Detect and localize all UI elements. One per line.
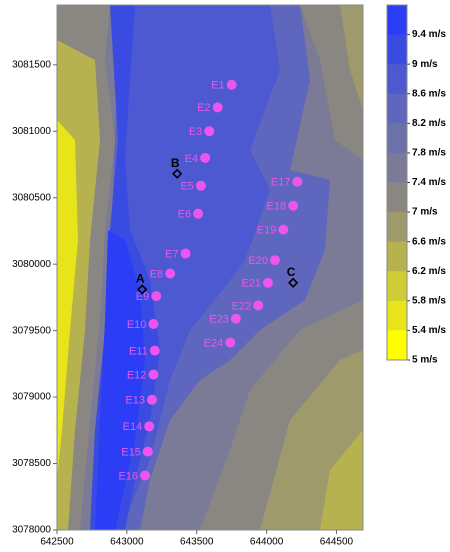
turbine-label: E21 — [241, 278, 261, 290]
turbine-label: E1 — [211, 80, 224, 92]
turbine — [144, 421, 155, 432]
colorbar-label: 8.2 m/s — [412, 118, 446, 129]
y-tick-label: 3078000 — [12, 525, 51, 536]
turbine — [230, 313, 241, 324]
colorbar-label: 5.4 m/s — [412, 325, 446, 336]
turbine — [226, 79, 237, 90]
turbine-label: E17 — [271, 177, 291, 189]
turbine-label: E20 — [248, 255, 268, 267]
y-tick-label: 3079000 — [12, 392, 51, 403]
turbine-label: E10 — [127, 319, 147, 331]
turbine-label: E18 — [267, 201, 287, 213]
turbine-label: E22 — [232, 300, 252, 312]
turbine — [180, 248, 191, 259]
turbine — [147, 394, 158, 405]
y-tick-label: 3081500 — [12, 59, 51, 70]
turbine-label: E15 — [121, 446, 141, 458]
turbine-label: E14 — [123, 421, 143, 433]
colorbar-label: 7.4 m/s — [412, 177, 446, 188]
turbine-label: E16 — [118, 470, 138, 482]
colorbar-band — [387, 271, 407, 302]
colorbar-label: 5 m/s — [412, 355, 438, 366]
turbine-label: E5 — [180, 181, 193, 193]
turbine-label: E8 — [150, 268, 163, 280]
turbine — [165, 268, 176, 279]
colorbar-band — [387, 212, 407, 243]
colorbar-band — [387, 241, 407, 272]
colorbar-label: 5.8 m/s — [412, 295, 446, 306]
colorbar-band — [387, 5, 407, 36]
colorbar-label: 8.6 m/s — [412, 88, 446, 99]
y-tick-label: 3080000 — [12, 259, 51, 270]
turbine-label: E6 — [178, 209, 191, 221]
site-marker — [172, 168, 183, 179]
turbine — [262, 277, 273, 288]
site-label: C — [287, 265, 296, 279]
turbine-label: E23 — [209, 314, 229, 326]
colorbar-band — [387, 152, 407, 183]
y-tick-label: 3078500 — [12, 458, 51, 469]
y-tick-label: 3079500 — [12, 325, 51, 336]
turbine — [142, 446, 153, 457]
site-label: B — [171, 156, 180, 170]
turbine-label: E4 — [185, 153, 198, 165]
colorbar-label: 7 m/s — [412, 207, 438, 218]
x-tick-label: 644500 — [320, 537, 354, 548]
colorbar-band — [387, 182, 407, 213]
site-marker — [137, 284, 148, 295]
turbine — [253, 300, 264, 311]
colorbar-label: 7.8 m/s — [412, 148, 446, 159]
x-tick-label: 643500 — [180, 537, 214, 548]
turbine — [288, 200, 299, 211]
turbine — [193, 208, 204, 219]
turbine-label: E9 — [136, 291, 149, 303]
turbine — [204, 126, 215, 137]
turbine — [148, 369, 159, 380]
turbine-label: E12 — [127, 369, 147, 381]
colorbar-label: 6.6 m/s — [412, 236, 446, 247]
turbine-label: E7 — [165, 248, 178, 260]
x-tick-label: 642500 — [40, 537, 74, 548]
colorbar-frame — [386, 4, 408, 361]
turbine-label: E19 — [257, 225, 277, 237]
turbine — [149, 345, 160, 356]
site-marker — [288, 277, 299, 288]
y-tick-label: 3080500 — [12, 192, 51, 203]
colorbar-band — [387, 123, 407, 154]
x-tick-label: 644000 — [250, 537, 284, 548]
turbine — [148, 318, 159, 329]
colorbar-label: 9 m/s — [412, 59, 438, 70]
turbine-label: E11 — [129, 345, 148, 357]
colorbar-band — [387, 64, 407, 95]
turbine — [200, 152, 211, 163]
plot-frame — [56, 4, 364, 531]
turbine-label: E3 — [189, 126, 202, 138]
turbine-label: E24 — [204, 338, 224, 350]
colorbar-label: 6.2 m/s — [412, 266, 446, 277]
turbine-label: E2 — [197, 102, 210, 114]
colorbar-band — [387, 300, 407, 331]
colorbar-band — [387, 330, 407, 361]
turbine — [269, 255, 280, 266]
colorbar-band — [387, 34, 407, 65]
turbine — [278, 224, 289, 235]
turbine — [151, 291, 162, 302]
turbine — [212, 102, 223, 113]
colorbar-band — [387, 93, 407, 124]
colorbar-label: 9.4 m/s — [412, 29, 446, 40]
y-tick-label: 3081000 — [12, 126, 51, 137]
turbine — [140, 470, 151, 481]
site-label: A — [136, 272, 145, 286]
wind-field — [57, 5, 363, 530]
turbine — [225, 337, 236, 348]
x-tick-label: 643000 — [110, 537, 144, 548]
turbine — [292, 176, 303, 187]
turbine-label: E13 — [125, 395, 145, 407]
turbine — [195, 180, 206, 191]
